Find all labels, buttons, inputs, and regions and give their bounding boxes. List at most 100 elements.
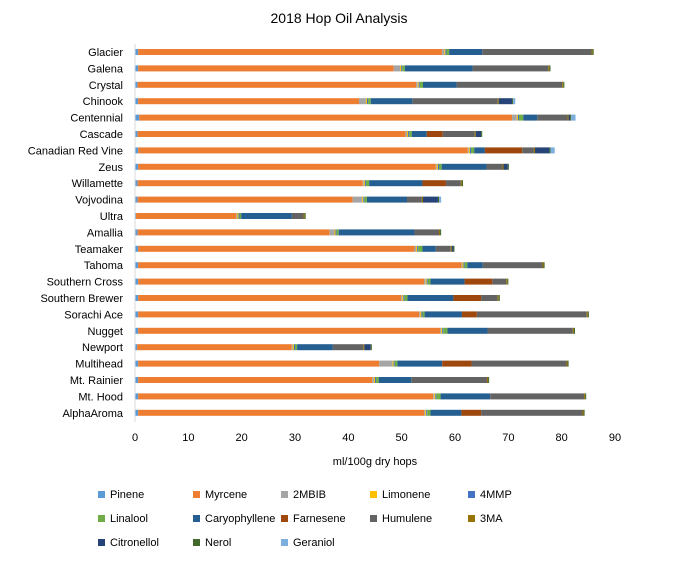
bar-segment (591, 49, 593, 55)
bar-segment (418, 81, 420, 88)
bar-segment (453, 245, 455, 252)
bar-segment (474, 131, 476, 137)
bar-segment (135, 229, 138, 236)
bar-segment (291, 344, 293, 351)
bar-segment (498, 98, 513, 105)
bar-segment (421, 196, 423, 203)
x-tick-label: 30 (289, 432, 301, 444)
bar-segment (368, 98, 371, 105)
bar-segment (135, 49, 139, 55)
bar-segment (404, 65, 473, 72)
category-label: Amallia (87, 227, 124, 239)
legend-label: Nerol (205, 537, 231, 549)
bar-segment (592, 49, 594, 55)
bar-segment (336, 229, 339, 236)
bar-segment (503, 163, 508, 170)
bar-segment (138, 163, 436, 170)
bar-segment (498, 295, 500, 301)
bar-segment (367, 98, 369, 105)
bar-segment (426, 278, 428, 285)
bars-group (135, 49, 594, 416)
bar-segment (443, 327, 448, 334)
bar-segment (138, 262, 462, 269)
bar-segment (402, 65, 405, 72)
bar-segment (442, 131, 475, 137)
bar-segment (563, 81, 565, 88)
bar-segment (138, 65, 394, 72)
bar-segment (409, 131, 412, 137)
bar-segment (522, 147, 534, 154)
bar-segment (497, 98, 499, 105)
bar-segment (393, 360, 395, 367)
bar-segment (236, 213, 238, 219)
bar-segment (424, 278, 426, 285)
bar-segment (492, 278, 507, 285)
bar-segment (402, 295, 404, 301)
legend-label: 2MBIB (293, 489, 326, 501)
bar-segment (422, 180, 446, 187)
bar-segment (464, 278, 493, 285)
bar-segment (135, 213, 137, 219)
bar-segment (365, 180, 370, 187)
bar-segment (435, 245, 451, 252)
bar-segment (138, 49, 443, 55)
bar-segment (367, 196, 407, 203)
bar-segment (239, 213, 242, 219)
bar-segment (543, 262, 545, 269)
bar-segment (137, 180, 363, 187)
x-tick-label: 70 (502, 432, 514, 444)
bar-segment (338, 229, 415, 236)
bar-segment (512, 114, 517, 121)
bar-segment (422, 245, 436, 252)
bar-segment (436, 393, 441, 400)
bar-segment (481, 409, 583, 416)
bar-segment (439, 163, 442, 170)
bar-segment (416, 81, 418, 88)
bar-segment (426, 409, 428, 416)
bar-segment (303, 213, 305, 219)
x-tick-label: 40 (342, 432, 354, 444)
category-label: Mt. Rainier (70, 375, 124, 387)
legend-label: Humulene (382, 513, 432, 525)
bar-segment (414, 245, 417, 252)
legend-swatch (98, 515, 105, 522)
bar-segment (441, 163, 487, 170)
legend-label: 3MA (480, 513, 503, 525)
bar-segment (549, 65, 551, 72)
bar-segment (442, 327, 444, 334)
bar-segment (507, 278, 509, 285)
bar-segment (135, 180, 138, 187)
bar-segment (548, 65, 550, 72)
bar-segment (292, 344, 294, 351)
bar-segment (456, 81, 563, 88)
bar-segment (370, 344, 372, 351)
bar-segment (394, 360, 398, 367)
bar-segment (411, 131, 427, 137)
bar-segment (444, 49, 446, 55)
bar-segment (135, 377, 139, 383)
bar-segment (585, 393, 587, 400)
bar-segment (414, 229, 439, 236)
bar-segment (138, 311, 420, 318)
bar-segment (435, 163, 437, 170)
bar-segment (474, 147, 485, 154)
bar-segment (481, 131, 483, 137)
bar-segment (138, 147, 468, 154)
bar-segment (449, 49, 483, 55)
bar-segment (379, 360, 393, 367)
bar-segment (424, 409, 426, 416)
bar-segment (440, 393, 491, 400)
bar-segment (506, 278, 508, 285)
bar-segment (407, 295, 454, 301)
category-label: Centennial (70, 113, 123, 125)
bar-segment (135, 131, 138, 137)
category-label: Zeus (99, 162, 124, 174)
x-axis-title: ml/100g dry hops (333, 456, 418, 468)
bar-segment (419, 311, 421, 318)
bar-segment (516, 114, 518, 121)
category-label: Vojvodina (75, 195, 124, 207)
bar-segment (407, 196, 422, 203)
bar-segment (567, 360, 569, 367)
bar-segment (523, 114, 538, 121)
bar-segment (487, 327, 573, 334)
